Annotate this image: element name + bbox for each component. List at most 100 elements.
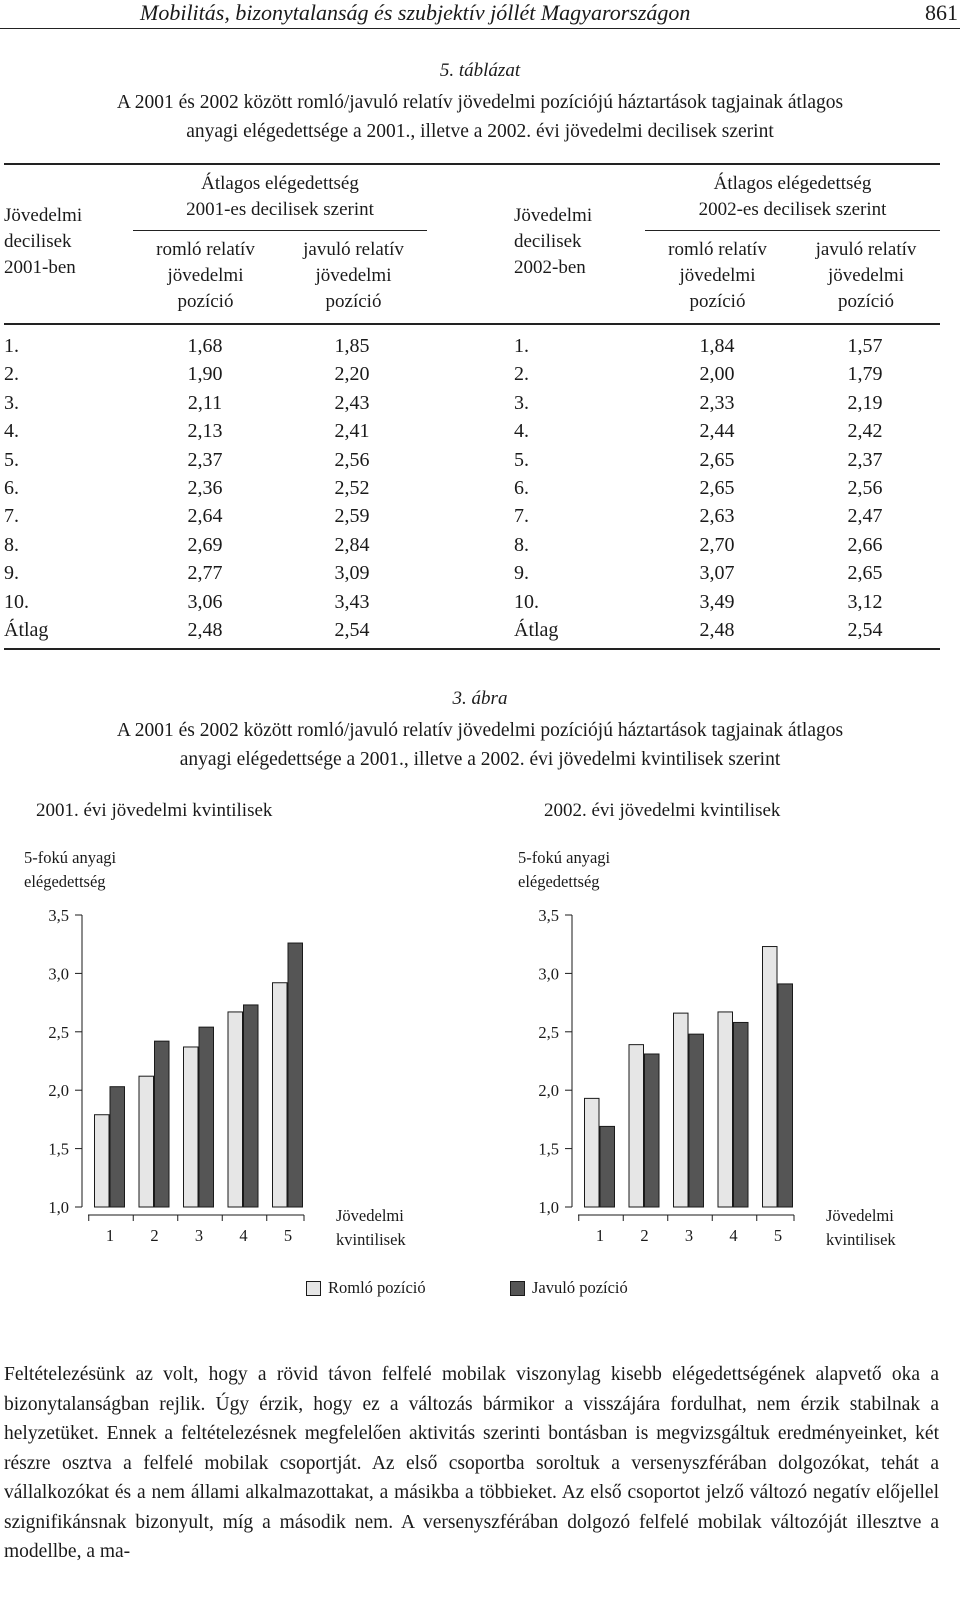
running-title: Mobilitás, bizonytalanság és szubjektív … — [140, 0, 691, 25]
right-table-javulo-cell: 2,42 — [847, 420, 883, 443]
bar-romlo — [183, 1046, 199, 1208]
left-table-javulo-cell: 2,20 — [334, 363, 370, 386]
bar-javulo — [154, 1040, 170, 1208]
left-table-romlo-cell: 3,06 — [187, 590, 223, 613]
x-axis-label: kvintilisek — [336, 1230, 406, 1249]
right-table-label-cell: 9. — [514, 562, 529, 585]
table-bottom-rule — [4, 648, 940, 650]
right-table-romlo-cell: 2,33 — [699, 391, 735, 414]
bar-javulo — [644, 1053, 660, 1208]
left-table-romlo-cell: 2,64 — [187, 505, 223, 528]
chart-2002-title: 2002. évi jövedelmi kvintilisek — [544, 800, 781, 821]
right-table-javulo-cell: 3,12 — [847, 590, 883, 613]
left-table-label-cell: 8. — [4, 533, 19, 556]
bar-romlo — [138, 1075, 154, 1208]
x-tick-label: 5 — [284, 1226, 292, 1245]
x-tick-label: 1 — [596, 1226, 604, 1245]
right-table-label-cell: 4. — [514, 420, 529, 443]
y-axis-label: 5-fokú anyagi — [518, 848, 611, 867]
y-tick-label: 2,5 — [538, 1023, 559, 1042]
left-table-romlo-cell: 1,68 — [187, 335, 223, 357]
right-table-label-cell: 10. — [514, 590, 539, 613]
y-tick-label: 1,5 — [538, 1140, 559, 1159]
right-table-javulo-cell: 2,65 — [847, 562, 883, 585]
bar-romlo — [94, 1114, 110, 1208]
left-table-label-cell: 6. — [4, 477, 19, 499]
left-table-label-cell: 3. — [4, 391, 19, 414]
right-group-header: Átlagos elégedettség 2002-es decilisek s… — [698, 173, 887, 220]
right-table-javulo-cell: 2,47 — [847, 505, 883, 528]
right-table-romlo-cell: 2,63 — [699, 505, 735, 528]
x-tick-label: 2 — [640, 1226, 648, 1245]
y-tick-label: 1,0 — [538, 1198, 559, 1217]
left-table-javulo-cell: 3,43 — [334, 590, 370, 613]
right-table-romlo-cell: 2,70 — [699, 533, 735, 556]
figure-caption-line2: anyagi elégedettsége a 2001., illetve a … — [179, 749, 781, 770]
right-table-label-cell: 5. — [514, 448, 529, 471]
right-table-romlo-cell: 2,65 — [699, 477, 735, 499]
right-table-label-cell: 8. — [514, 533, 529, 556]
left-table-romlo-cell: 1,90 — [187, 363, 223, 386]
legend-swatch-javulo — [510, 1281, 525, 1296]
bar-romlo — [717, 1011, 733, 1208]
left-table-label-cell: 2. — [4, 363, 19, 386]
y-axis-label: 5-fokú anyagi — [24, 848, 117, 867]
left-table-romlo-cell: 2,13 — [187, 420, 223, 443]
x-tick-label: 3 — [195, 1226, 203, 1245]
x-tick-label: 4 — [729, 1226, 737, 1245]
y-tick-label: 3,0 — [48, 964, 69, 983]
bar-javulo — [599, 1125, 615, 1208]
x-tick-label: 1 — [106, 1226, 114, 1245]
left-group-header: Átlagos elégedettség 2001-es decilisek s… — [186, 173, 374, 220]
right-table-label-cell: 2. — [514, 363, 529, 386]
left-table-romlo-cell: 2,48 — [187, 619, 223, 641]
right-table-javulo-cell: 2,56 — [847, 477, 883, 499]
legend-label-javulo: Javuló pozíció — [532, 1278, 628, 1297]
y-axis-label: elégedettség — [518, 872, 600, 891]
x-axis-label: Jövedelmi — [336, 1206, 404, 1225]
right-table-label-cell: Átlag — [514, 619, 559, 641]
right-row-header: Jövedelmi decilisek 2002-ben — [514, 205, 593, 278]
table-caption-line1: A 2001 és 2002 között romló/javuló relat… — [116, 92, 844, 113]
bar-romlo — [272, 982, 288, 1208]
left-table-romlo-cell: 2,77 — [187, 562, 223, 585]
right-table-javulo-cell: 1,79 — [847, 363, 883, 386]
bar-javulo — [777, 983, 793, 1208]
bar-javulo — [688, 1033, 704, 1208]
running-head: Mobilitás, bizonytalanság és szubjektív … — [0, 0, 960, 29]
bar-romlo — [762, 946, 778, 1208]
right-col2-header: javuló relatív jövedelmi pozíció — [815, 239, 917, 312]
right-table-javulo-cell: 2,19 — [847, 391, 883, 414]
left-table-javulo-cell: 2,56 — [334, 448, 370, 471]
right-table-label-cell: 3. — [514, 391, 529, 414]
left-table-label-cell: 5. — [4, 448, 19, 471]
y-tick-label: 3,5 — [538, 906, 559, 925]
left-table-label-cell: 10. — [4, 590, 29, 613]
right-table-label-cell: 6. — [514, 477, 529, 499]
body-paragraph: Feltételezésünk az volt, hogy a rövid tá… — [4, 1364, 939, 1562]
right-group-rule — [645, 230, 940, 231]
figure-caption-line1: A 2001 és 2002 között romló/javuló relat… — [116, 720, 844, 741]
bar-javulo — [243, 1004, 259, 1208]
left-table-label-cell: Átlag — [4, 619, 49, 641]
left-table-javulo-cell: 1,85 — [334, 335, 370, 357]
table-top-rule — [4, 163, 940, 165]
left-table-romlo-cell: 2,37 — [187, 448, 223, 471]
right-table-javulo-cell: 2,37 — [847, 448, 883, 471]
left-table-javulo-cell: 2,54 — [334, 619, 370, 641]
right-table-romlo-cell: 1,84 — [699, 335, 735, 357]
left-table-romlo-cell: 2,69 — [187, 533, 223, 556]
left-col1-header: romló relatív jövedelmi pozíció — [156, 239, 255, 312]
bar-romlo — [584, 1097, 600, 1208]
chart-2002: 5-fokú anyagi elégedettség 1,0 1,5 2,0 2,5 3,0… — [518, 848, 896, 1249]
y-tick-label: 1,5 — [48, 1140, 69, 1159]
bar-javulo — [733, 1021, 749, 1208]
right-table-label-cell: 7. — [514, 505, 529, 528]
left-table-javulo-cell: 2,52 — [334, 477, 370, 499]
table-header-rule — [4, 323, 940, 325]
figure-label: 3. ábra — [452, 688, 508, 709]
y-tick-label: 2,0 — [48, 1081, 69, 1100]
left-table-javulo-cell: 2,59 — [334, 505, 370, 528]
right-table-romlo-cell: 2,44 — [699, 420, 735, 443]
right-col1-header: romló relatív jövedelmi pozíció — [668, 239, 767, 312]
